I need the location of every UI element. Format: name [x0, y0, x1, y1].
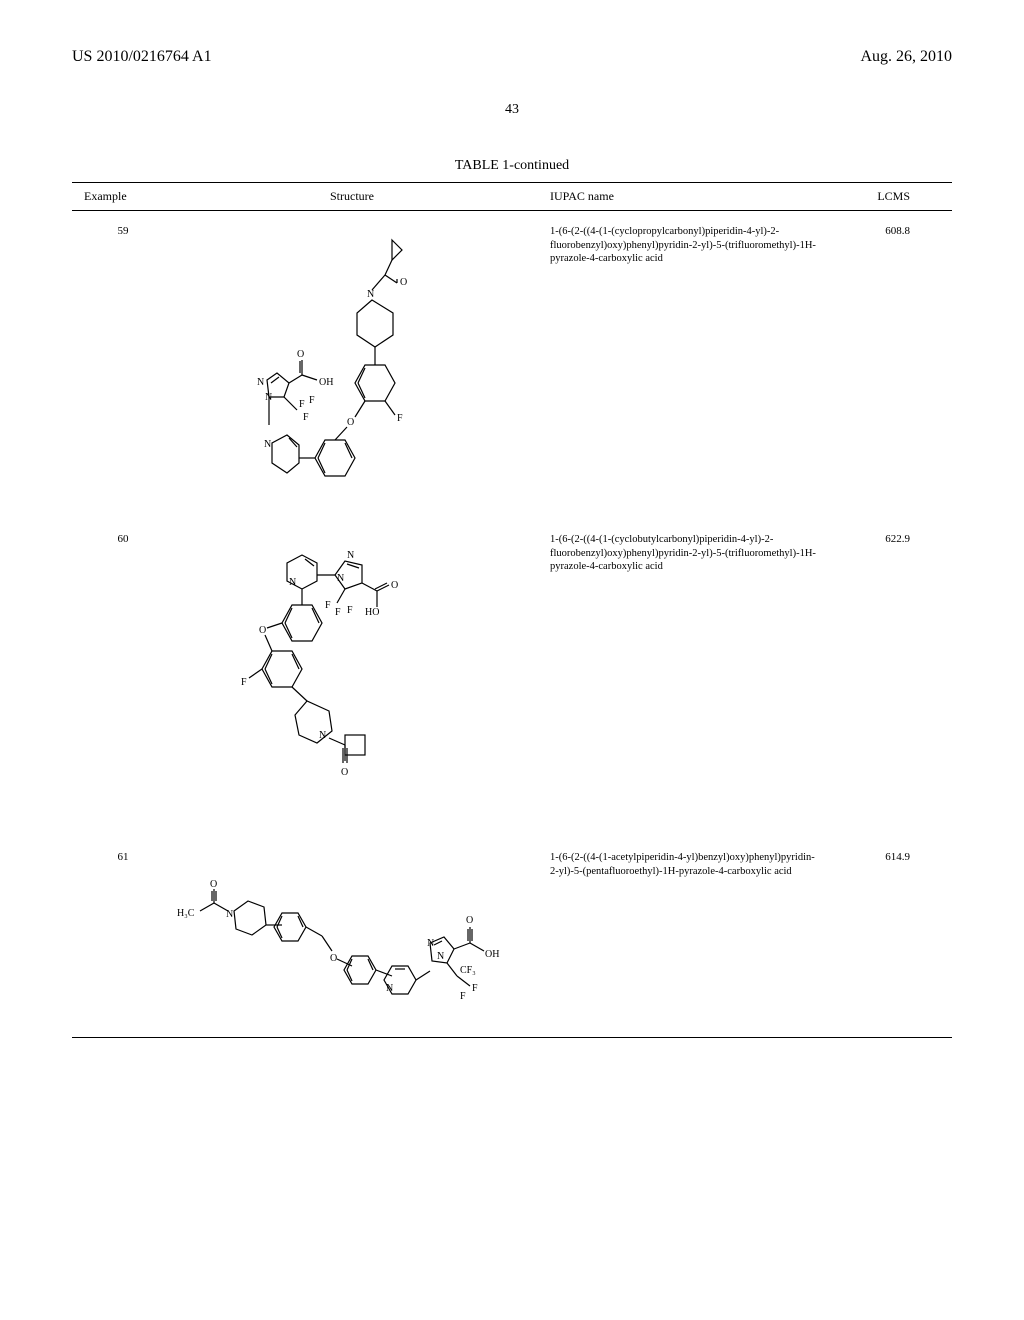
chemical-structure-icon: N N N O [217, 533, 487, 823]
col-header-structure: Structure [162, 189, 542, 204]
page-header: US 2010/0216764 A1 Aug. 26, 2010 [72, 48, 952, 66]
svg-text:O: O [341, 767, 348, 778]
svg-text:F: F [460, 991, 466, 1002]
svg-text:O: O [391, 580, 398, 591]
svg-text:F: F [299, 399, 305, 410]
page-number: 43 [72, 102, 952, 118]
svg-text:O: O [210, 879, 217, 890]
svg-text:O: O [466, 915, 473, 926]
svg-text:F: F [241, 677, 247, 688]
publication-number: US 2010/0216764 A1 [72, 48, 212, 66]
svg-text:F: F [303, 412, 309, 423]
example-number: 60 [72, 529, 162, 827]
lcms-value: 622.9 [822, 529, 922, 827]
iupac-name: 1-(6-(2-((4-(1-acetylpiperidin-4-yl)benz… [542, 847, 822, 1027]
col-header-iupac: IUPAC name [542, 189, 822, 204]
svg-text:O: O [330, 953, 337, 964]
svg-text:O: O [347, 417, 354, 428]
svg-text:F: F [347, 605, 353, 616]
svg-text:OH: OH [485, 949, 499, 960]
publication-date: Aug. 26, 2010 [860, 48, 952, 66]
svg-text:CF₃: CF₃ [460, 965, 476, 976]
svg-text:N: N [319, 730, 326, 741]
svg-text:F: F [472, 983, 478, 994]
svg-text:N: N [264, 439, 271, 450]
svg-text:N: N [289, 577, 296, 588]
col-header-lcms: LCMS [822, 189, 922, 204]
svg-text:F: F [397, 413, 403, 424]
svg-text:OH: OH [319, 377, 333, 388]
lcms-value: 614.9 [822, 847, 922, 1027]
table-row: 60 N N N O [72, 519, 952, 837]
svg-text:N: N [367, 289, 374, 300]
svg-text:N: N [347, 550, 354, 561]
structure-cell: O N F O [162, 221, 542, 509]
table-row: 59 O N F [72, 211, 952, 519]
structure-cell: N N N O [162, 529, 542, 827]
svg-text:F: F [325, 600, 331, 611]
svg-text:H₃C: H₃C [177, 908, 195, 919]
svg-text:F: F [335, 607, 341, 618]
svg-text:N: N [226, 909, 233, 920]
chemical-structure-icon: O N F O [217, 225, 487, 505]
example-number: 59 [72, 221, 162, 509]
svg-text:N: N [337, 573, 344, 584]
svg-text:N: N [437, 951, 444, 962]
example-number: 61 [72, 847, 162, 1027]
structure-cell: H₃C O N O [162, 847, 542, 1027]
svg-text:O: O [297, 349, 304, 360]
table-title: TABLE 1-continued [72, 158, 952, 174]
svg-text:N: N [257, 377, 264, 388]
iupac-name: 1-(6-(2-((4-(1-(cyclopropylcarbonyl)pipe… [542, 221, 822, 509]
lcms-value: 608.8 [822, 221, 922, 509]
table-row: 61 H₃C O N [72, 837, 952, 1037]
svg-text:HO: HO [365, 607, 379, 618]
table-header-row: Example Structure IUPAC name LCMS [72, 183, 952, 211]
col-header-example: Example [72, 189, 162, 204]
svg-text:O: O [400, 277, 407, 288]
compound-table: Example Structure IUPAC name LCMS 59 O N [72, 182, 952, 1038]
svg-text:O: O [259, 625, 266, 636]
svg-text:N: N [386, 983, 393, 994]
chemical-structure-icon: H₃C O N O [172, 851, 532, 1021]
svg-text:F: F [309, 395, 315, 406]
iupac-name: 1-(6-(2-((4-(1-(cyclobutylcarbonyl)piper… [542, 529, 822, 827]
